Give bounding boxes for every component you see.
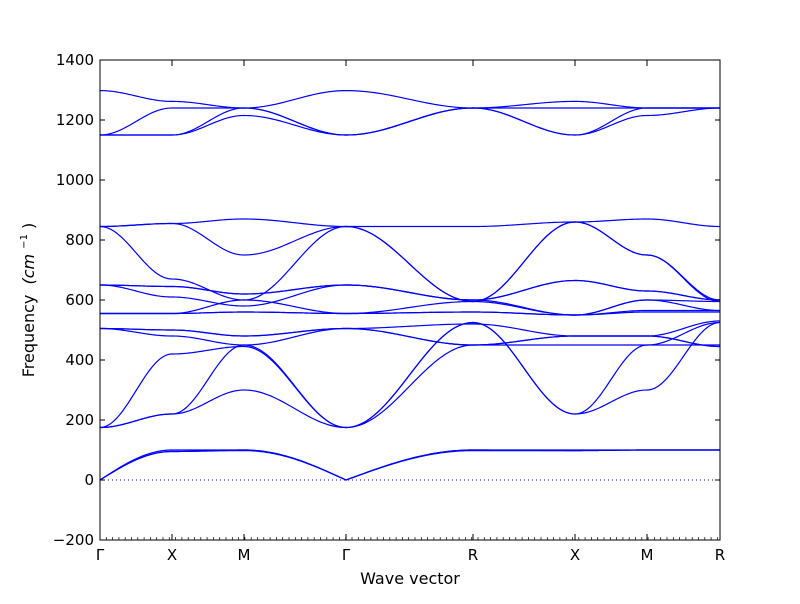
- x-tick-label: X: [167, 546, 177, 564]
- phonon-band-3: [99, 449, 720, 481]
- plot-frame: [99, 59, 721, 541]
- phonon-band-6: [99, 344, 720, 429]
- y-axis-label-close: ): [19, 223, 38, 229]
- y-axis-label-text: Frequency: [19, 295, 38, 378]
- plot-area: [99, 89, 721, 481]
- y-tick-label: 200: [65, 411, 94, 429]
- phonon-band-15: [99, 284, 720, 316]
- phonon-band-9: [100, 327, 721, 348]
- y-tick-label: 0: [84, 471, 94, 489]
- x-tick-label: X: [570, 546, 580, 564]
- phonon-band-5: [99, 321, 721, 429]
- phonon-band-8: [99, 323, 721, 348]
- y-tick-label: 1400: [56, 51, 94, 69]
- y-axis-label-unit: (cm: [19, 254, 38, 285]
- y-tick-label: 800: [65, 231, 94, 249]
- y-tick-label: 1200: [56, 111, 94, 129]
- x-tick-label: R: [715, 546, 725, 564]
- x-tick-label: R: [468, 546, 478, 564]
- x-tick-label: Γ: [96, 546, 105, 564]
- y-tick-label: 600: [65, 291, 94, 309]
- phonon-band-17: [99, 221, 721, 303]
- y-tick-label: −200: [53, 531, 94, 549]
- y-tick-label: 1000: [56, 171, 94, 189]
- phonon-band-7: [100, 320, 721, 346]
- x-tick-label: M: [238, 546, 251, 564]
- y-axis-label-exponent: −1: [19, 234, 30, 249]
- x-axis-label: Wave vector: [360, 569, 460, 588]
- y-axis-label: Frequency (cm −1 ): [12, 223, 38, 378]
- phonon-band-12: [100, 311, 720, 316]
- x-tick-label: Γ: [342, 546, 351, 564]
- phonon-band-1: [99, 449, 720, 481]
- phonon-band-22: [99, 107, 720, 136]
- phonon-band-21: [99, 89, 720, 109]
- phonon-band-18: [99, 218, 721, 228]
- phonon-band-2: [99, 449, 720, 481]
- plot-border: [99, 59, 721, 541]
- y-tick-label: 400: [65, 351, 94, 369]
- x-tick-label: M: [641, 546, 654, 564]
- y-axis-ticks: −200 0 200 400 600 800 1000 1200 1400: [53, 51, 720, 549]
